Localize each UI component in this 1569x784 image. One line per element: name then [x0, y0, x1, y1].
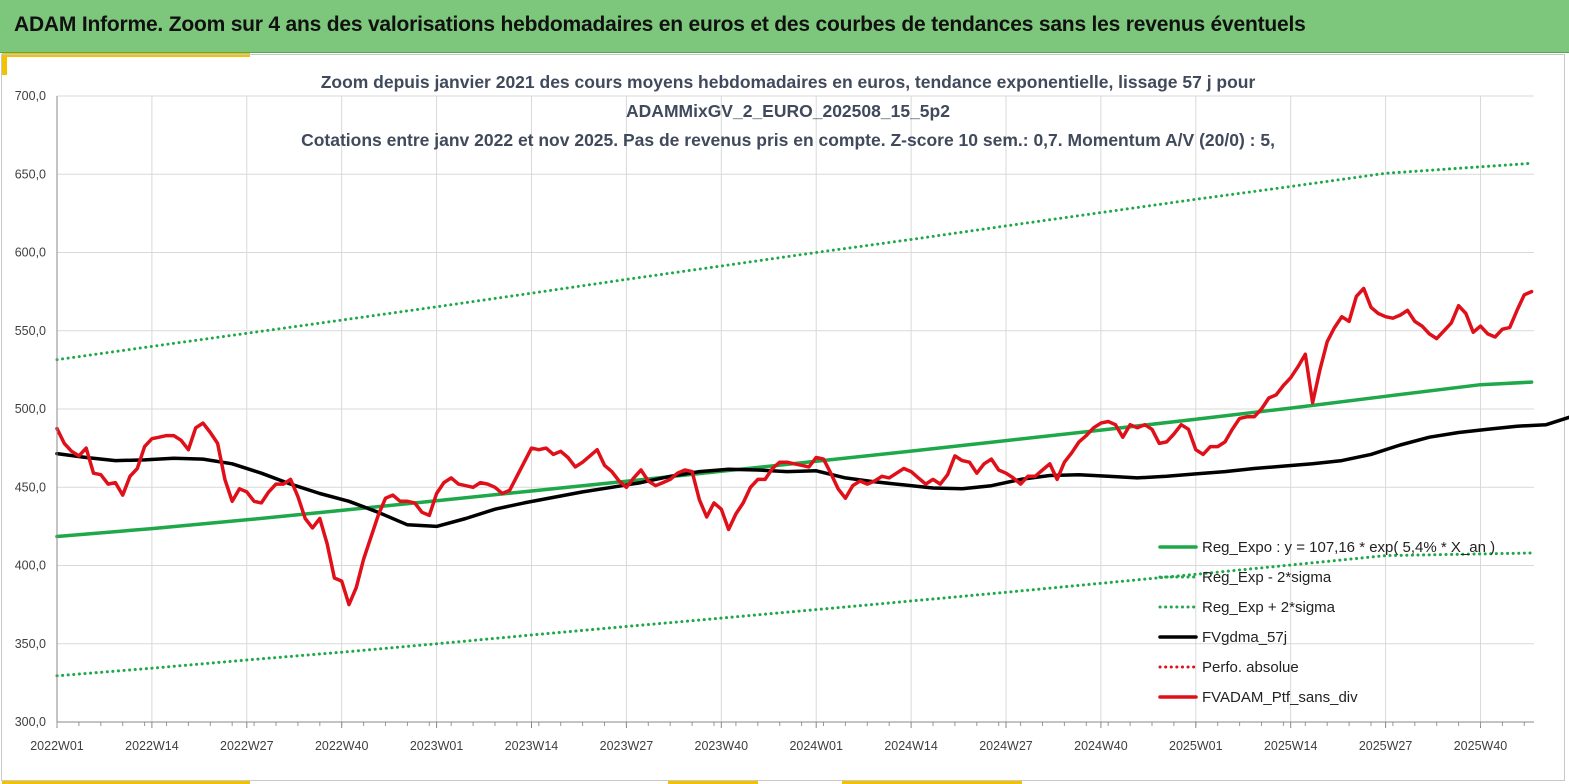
- series-line-fvadam-ptf-sans-div: [55, 286, 1534, 607]
- x-tick-label: 2024W27: [979, 739, 1033, 753]
- page-header: ADAM Informe. Zoom sur 4 ans des valoris…: [0, 0, 1569, 53]
- chart-title-line-1: Zoom depuis janvier 2021 des cours moyen…: [321, 72, 1256, 92]
- y-tick-label: 350,0: [15, 637, 46, 651]
- y-tick-label: 650,0: [15, 167, 46, 181]
- x-tick-label: 2023W01: [410, 739, 464, 753]
- legend-label: FVADAM_Ptf_sans_div: [1202, 689, 1358, 706]
- legend-label: Perfo. absolue: [1202, 659, 1299, 676]
- y-tick-label: 550,0: [15, 324, 46, 338]
- accent-bar-left: [2, 53, 250, 57]
- y-tick-label: 300,0: [15, 715, 46, 729]
- x-tick-label: 2022W40: [315, 739, 369, 753]
- x-tick-label: 2023W40: [695, 739, 749, 753]
- legend-label: Reg_Exp + 2*sigma: [1202, 599, 1336, 616]
- y-tick-label: 450,0: [15, 480, 46, 494]
- legend-label: Reg_Expo : y = 107,16 * exp( 5,4% * X_an…: [1202, 539, 1495, 556]
- y-tick-label: 600,0: [15, 246, 46, 260]
- series-line-reg-expo-y-107-16-exp-5-4-x-an: [55, 380, 1534, 539]
- y-tick-label: 400,0: [15, 559, 46, 573]
- x-tick-label: 2022W01: [30, 739, 84, 753]
- x-tick-label: 2025W01: [1169, 739, 1223, 753]
- y-tick-label: 500,0: [15, 402, 46, 416]
- chart-title-line-3: Cotations entre janv 2022 et nov 2025. P…: [301, 130, 1275, 150]
- x-tick-label: 2023W14: [505, 739, 559, 753]
- legend-label: FVgdma_57j: [1202, 629, 1287, 646]
- series-line-fvgdma-57j: [55, 415, 1569, 529]
- page-title: ADAM Informe. Zoom sur 4 ans des valoris…: [14, 13, 1306, 36]
- x-tick-label: 2025W27: [1359, 739, 1413, 753]
- x-tick-label: 2025W14: [1264, 739, 1318, 753]
- x-tick-label: 2023W27: [600, 739, 654, 753]
- accent-bar-side: [2, 53, 7, 75]
- x-tick-label: 2022W14: [125, 739, 179, 753]
- x-tick-label: 2022W27: [220, 739, 274, 753]
- accent-bar-bottom-right: [842, 780, 1022, 784]
- x-tick-label: 2024W14: [884, 739, 938, 753]
- accent-bar-bottom-left: [2, 780, 250, 784]
- accent-bar-bottom-mid: [668, 780, 758, 784]
- y-tick-label: 700,0: [15, 89, 46, 103]
- legend: Reg_Expo : y = 107,16 * exp( 5,4% * X_an…: [1158, 539, 1495, 706]
- x-tick-label: 2025W40: [1454, 739, 1508, 753]
- chart-title-line-2: ADAMMixGV_2_EURO_202508_15_5p2: [626, 101, 950, 121]
- x-tick-label: 2024W01: [789, 739, 843, 753]
- series-line-reg-exp-2-sigma: [55, 161, 1534, 362]
- legend-label: Reg_Exp - 2*sigma: [1202, 569, 1332, 586]
- x-tick-label: 2024W40: [1074, 739, 1128, 753]
